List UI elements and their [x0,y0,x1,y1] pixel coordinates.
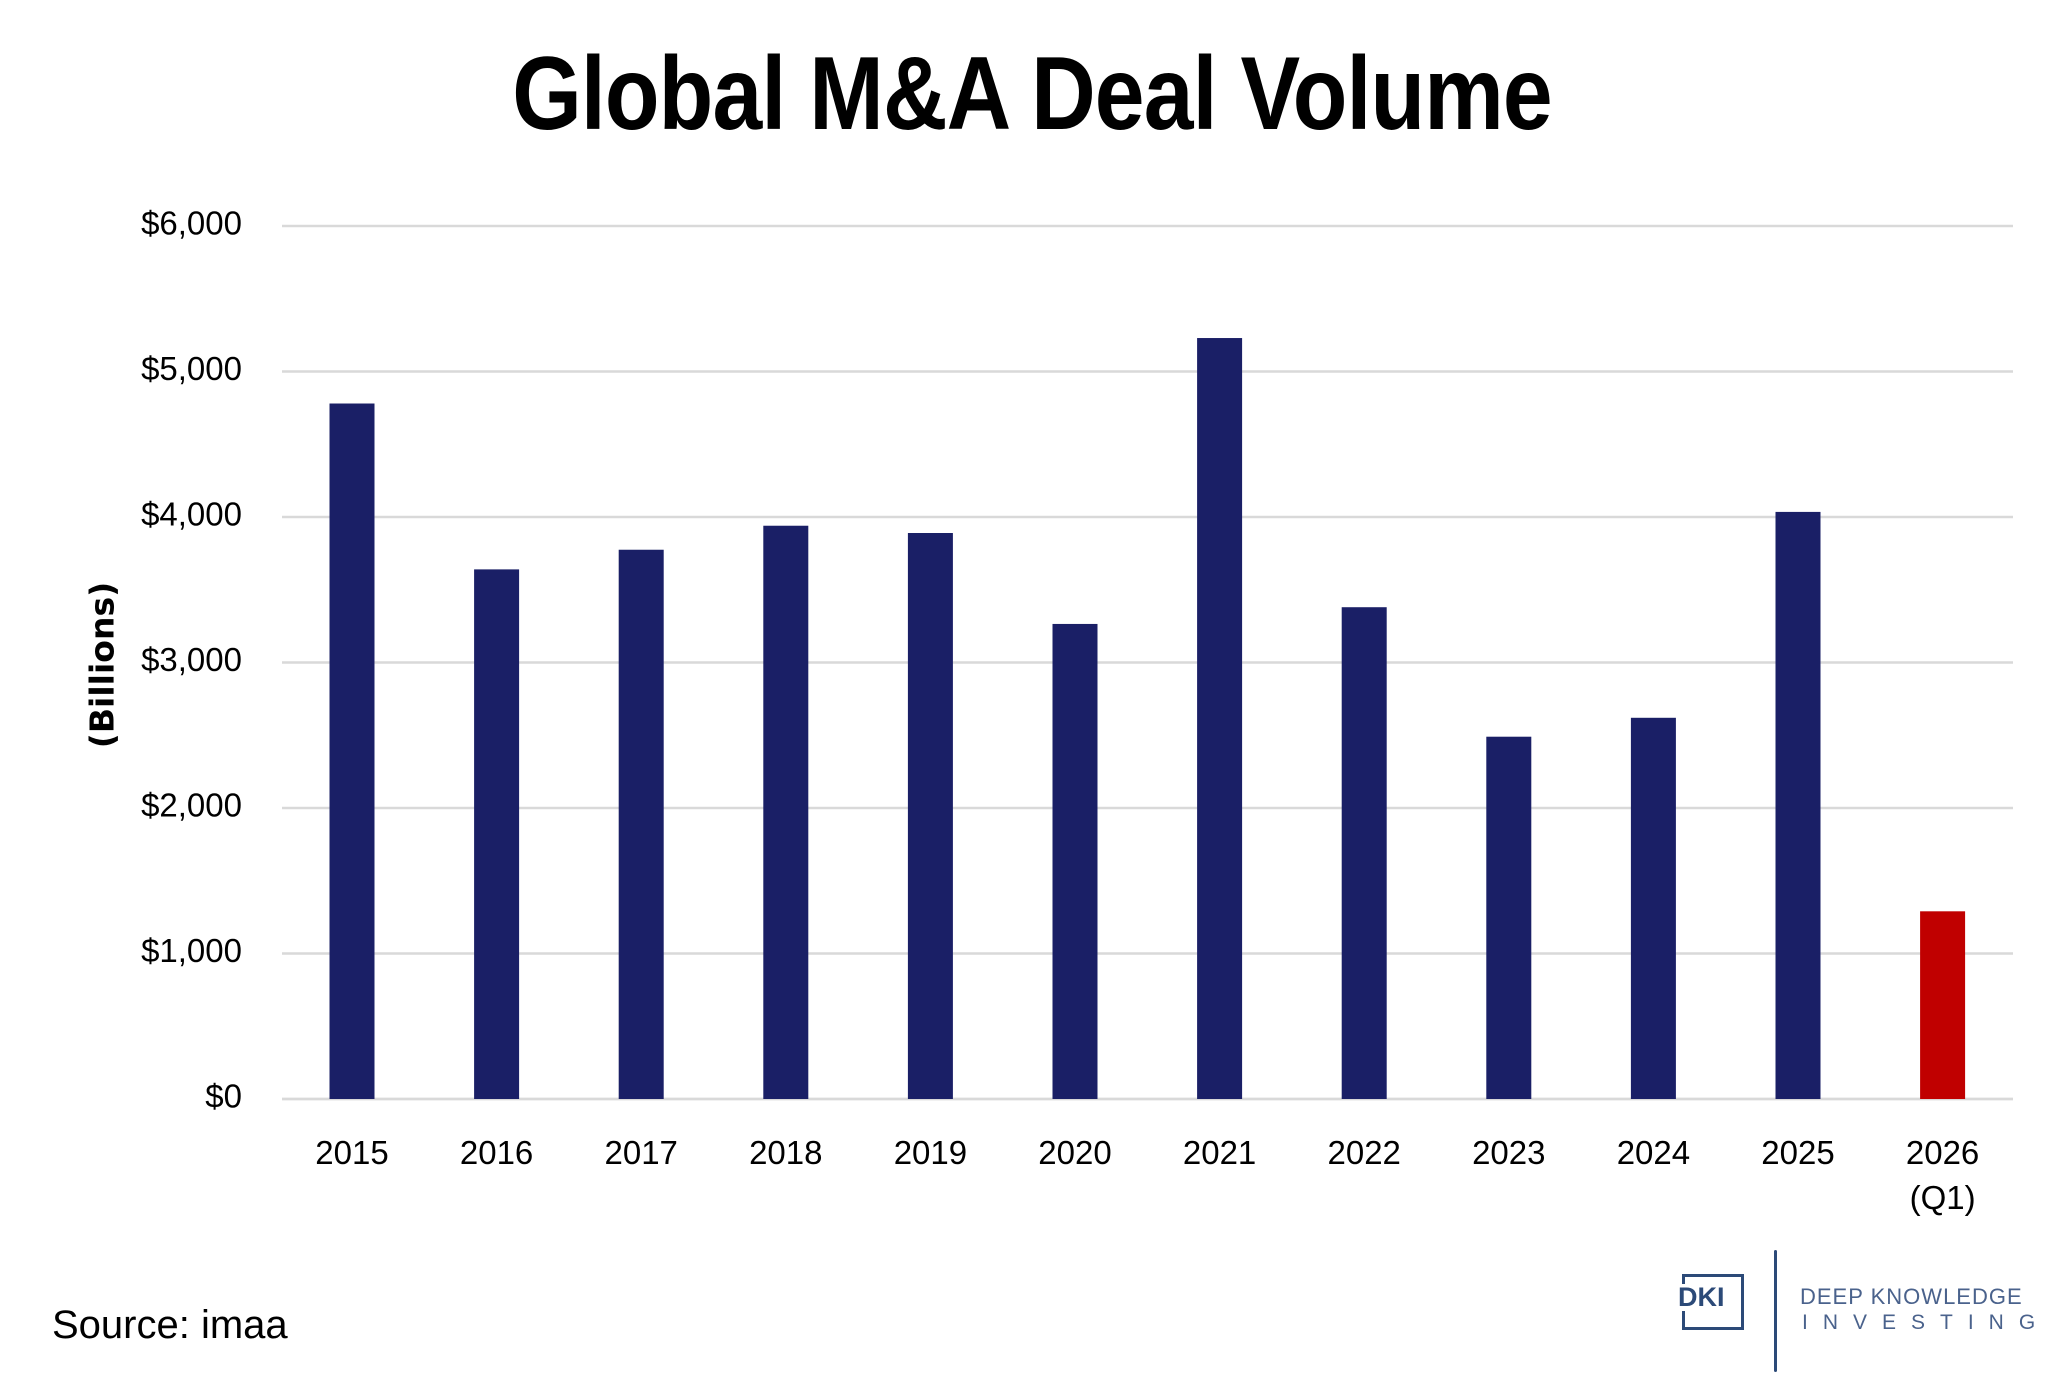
chart-title: Global M&A Deal Volume [512,36,1552,152]
dki-logo: DKI DEEP KNOWLEDGE INVESTING [1670,1238,2064,1372]
logo-line2: INVESTING [1802,1311,2051,1334]
y-axis-ticks: $0 $1,000 $2,000 $3,000 $4,000 $5,000 $6,000 [141,205,242,1115]
bar-2025 [1775,511,1821,1100]
x-tick-label: 2022 [1327,1134,1400,1171]
x-tick-label: 2016 [460,1134,533,1171]
x-tick-label: 2018 [749,1134,822,1171]
bar-2019 [907,533,953,1099]
logo-mark-text: DKI [1678,1282,1727,1312]
bar-2017 [618,549,664,1099]
logo-divider [1774,1250,1777,1372]
bar-2026-q1 [1920,911,1966,1099]
bar-2023 [1486,736,1532,1099]
y-tick-label: $6,000 [141,205,242,242]
x-tick-label: 2026 [1906,1134,1979,1171]
y-tick-label: $3,000 [141,641,242,678]
x-tick-label: 2019 [894,1134,967,1171]
bar-2022 [1341,607,1387,1099]
x-tick-label: 2024 [1617,1134,1690,1171]
x-tick-label: 2025 [1761,1134,1834,1171]
y-axis-title: (Billions) [83,582,122,748]
bar-2024 [1630,717,1676,1099]
source-note: Source: imaa [52,1303,288,1347]
bar-2021 [1197,338,1243,1099]
y-tick-label: $0 [205,1078,242,1115]
x-tick-label: 2021 [1183,1134,1256,1171]
x-axis-ticks: 2015 2016 2017 2018 2019 2020 2021 2022 2023 2024… [315,1134,1979,1216]
logo-line1: DEEP KNOWLEDGE [1800,1284,2023,1309]
x-tick-label: 2015 [315,1134,388,1171]
x-tick-label: 2020 [1038,1134,1111,1171]
x-tick-label: 2017 [604,1134,677,1171]
y-tick-label: $1,000 [141,932,242,969]
y-tick-label: $2,000 [141,787,242,824]
gridlines [282,224,2013,1101]
bar-2020 [1052,623,1098,1099]
bar-2018 [763,525,809,1099]
x-tick-label: 2023 [1472,1134,1545,1171]
y-tick-label: $5,000 [141,350,242,387]
x-tick-label: (Q1) [1910,1179,1976,1216]
bar-2015 [329,403,375,1099]
y-tick-label: $4,000 [141,496,242,533]
bar-2016 [474,569,520,1099]
bars [329,338,1966,1100]
